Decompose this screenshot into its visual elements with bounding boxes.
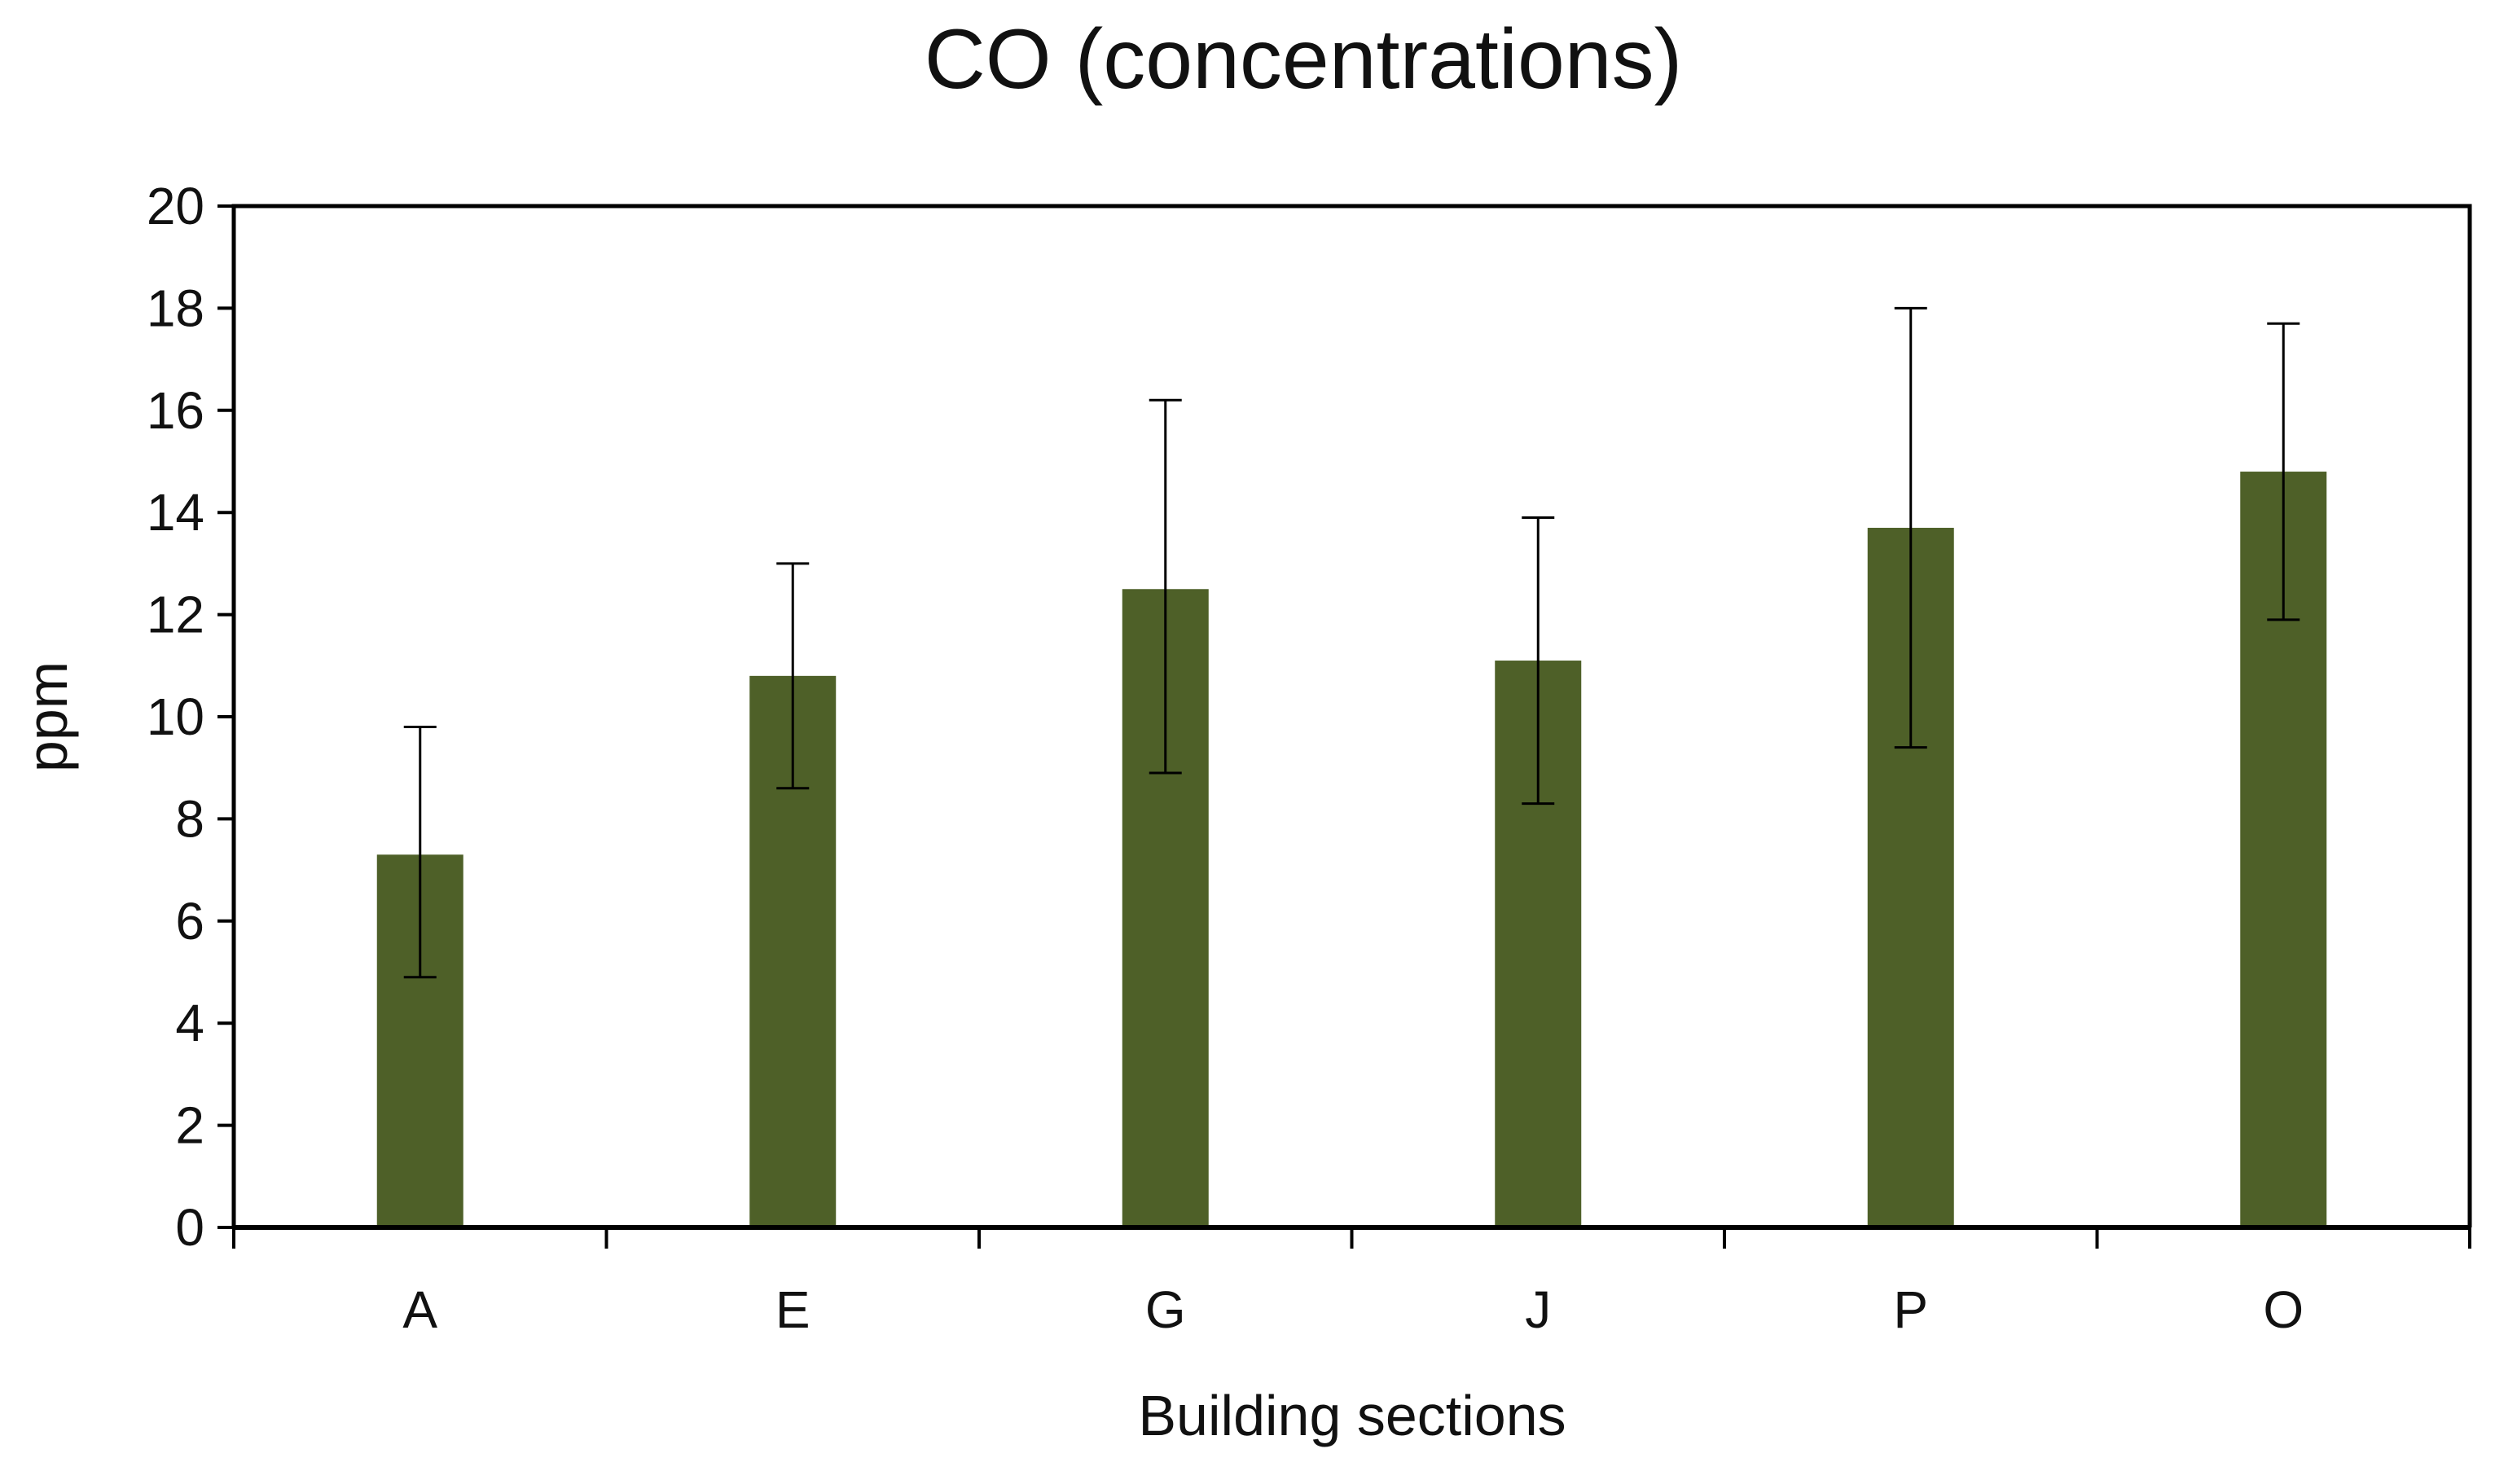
y-axis-title: ppm: [15, 661, 79, 772]
x-tick-label-p: P: [1893, 1280, 1928, 1339]
y-tick-label: 6: [175, 892, 204, 951]
x-tick-label-g: G: [1145, 1280, 1186, 1339]
plot-area: 0 2 4 6 8 10 12 14 16 18 20 A E G J P O: [147, 177, 2472, 1339]
error-bar-j: [1522, 516, 1555, 806]
plot-frame: [231, 204, 2472, 1227]
error-bar-p: [1894, 306, 1927, 749]
y-tick-label: 18: [147, 279, 204, 337]
error-bar-e: [776, 562, 810, 790]
error-bar-g: [1149, 398, 1182, 775]
x-tick-label-e: E: [775, 1280, 810, 1339]
y-tick-label: 16: [147, 381, 204, 440]
y-tick-label: 10: [147, 687, 204, 746]
y-tick-label: 14: [147, 483, 204, 542]
y-tick-label: 20: [147, 177, 204, 235]
y-tick-label: 2: [175, 1096, 204, 1155]
x-tick-label-j: J: [1525, 1280, 1551, 1339]
error-bar-a: [403, 726, 437, 979]
x-tick-label-a: A: [402, 1280, 437, 1339]
error-bar-o: [2267, 322, 2300, 621]
y-tick-label: 0: [175, 1198, 204, 1257]
y-tick-label: 12: [147, 586, 204, 644]
x-tick-label-o: O: [2263, 1280, 2304, 1339]
y-tick-label: 4: [175, 994, 204, 1052]
x-axis-title: Building sections: [1138, 1384, 1566, 1447]
y-tick-label: 8: [175, 789, 204, 848]
chart-title: CO (concentrations): [925, 12, 1683, 107]
